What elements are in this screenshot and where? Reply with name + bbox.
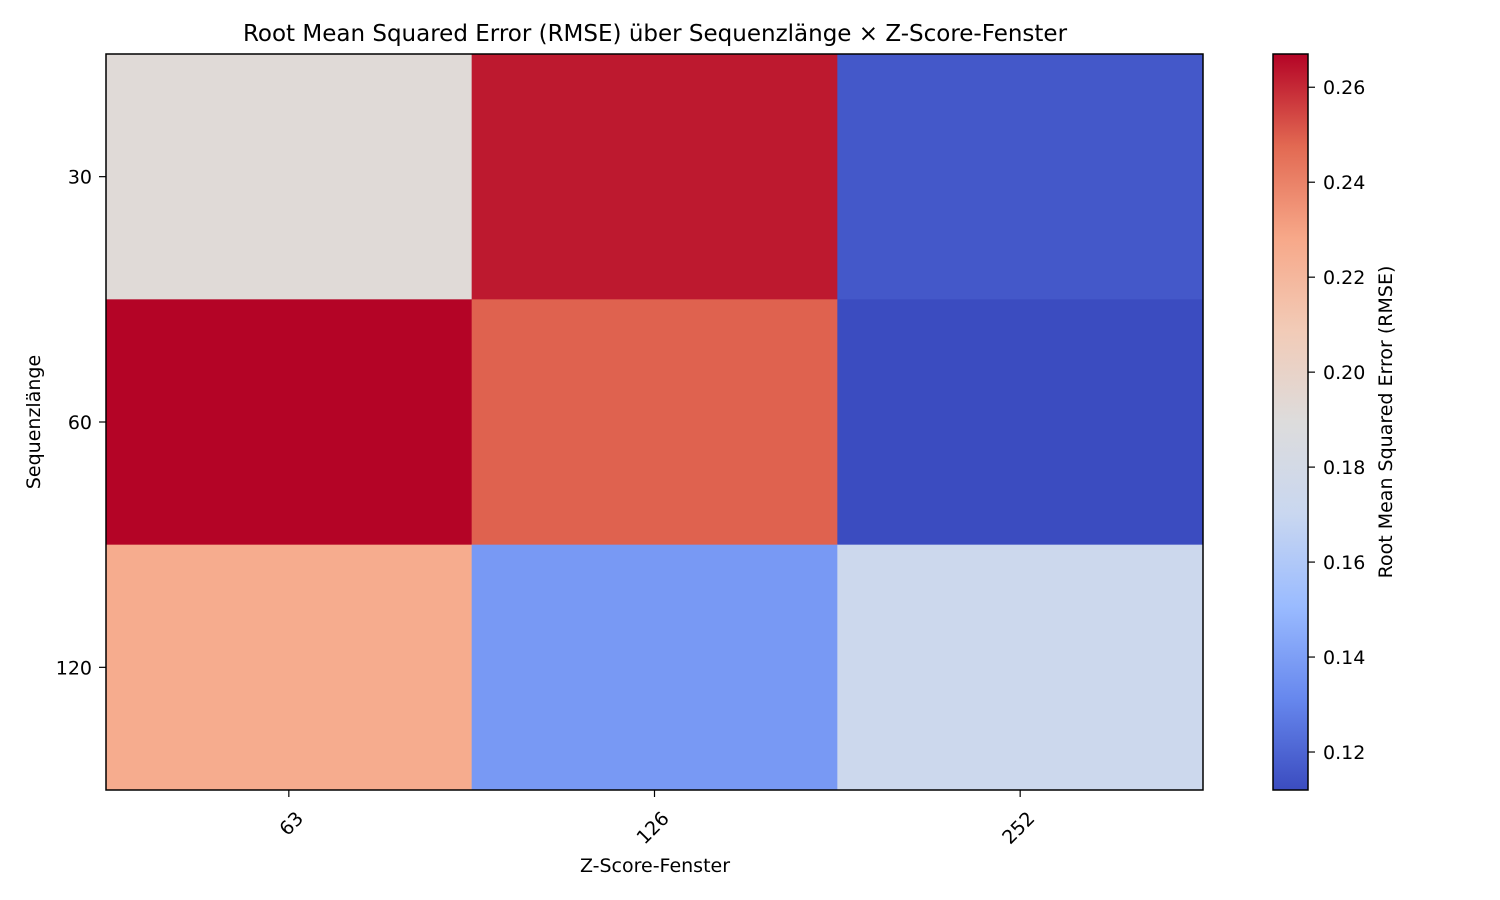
heatmap-cell-r0-c2 [837, 54, 1204, 300]
colorbar-tick-label: 0.14 [1323, 647, 1365, 669]
chart-title: Root Mean Squared Error (RMSE) über Sequ… [243, 21, 1068, 47]
heatmap-cells [106, 54, 1204, 791]
heatmap-cell-r0-c0 [106, 54, 473, 300]
colorbar-tick-label: 0.16 [1323, 552, 1365, 574]
y-axis-label: Sequenzlänge [23, 355, 45, 489]
colorbar [1272, 53, 1309, 791]
heatmap-cell-r0-c1 [471, 54, 838, 300]
heatmap-cell-r2-c0 [106, 544, 473, 791]
y-tick-label: 120 [56, 657, 92, 679]
y-tick-label: 60 [68, 412, 92, 434]
x-axis-label: Z-Score-Fenster [580, 855, 730, 877]
y-tick-label: 30 [68, 167, 92, 189]
colorbar-tick-label: 0.26 [1323, 77, 1365, 99]
colorbar-ticks: 0.12 0.14 0.16 0.18 0.20 0.22 0.24 0.26 [1308, 77, 1365, 764]
x-tick-label: 252 [998, 808, 1039, 849]
colorbar-label: Root Mean Squared Error (RMSE) [1375, 266, 1397, 579]
y-axis-ticks: 30 60 120 [56, 167, 106, 679]
x-axis-ticks: 63 126 252 [275, 790, 1039, 849]
heatmap-cell-r1-c1 [471, 299, 838, 546]
colorbar-tick-label: 0.20 [1323, 362, 1365, 384]
heatmap-cell-r1-c0 [106, 299, 473, 546]
colorbar-tick-label: 0.12 [1323, 742, 1365, 764]
colorbar-tick-label: 0.22 [1323, 267, 1365, 289]
colorbar-tick-label: 0.18 [1323, 457, 1365, 479]
heatmap-cell-r2-c2 [837, 544, 1204, 791]
colorbar-tick-label: 0.24 [1323, 172, 1365, 194]
heatmap-cell-r2-c1 [471, 544, 838, 791]
x-tick-label: 63 [275, 808, 308, 841]
x-tick-label: 126 [632, 808, 673, 849]
heatmap-cell-r1-c2 [837, 299, 1204, 546]
